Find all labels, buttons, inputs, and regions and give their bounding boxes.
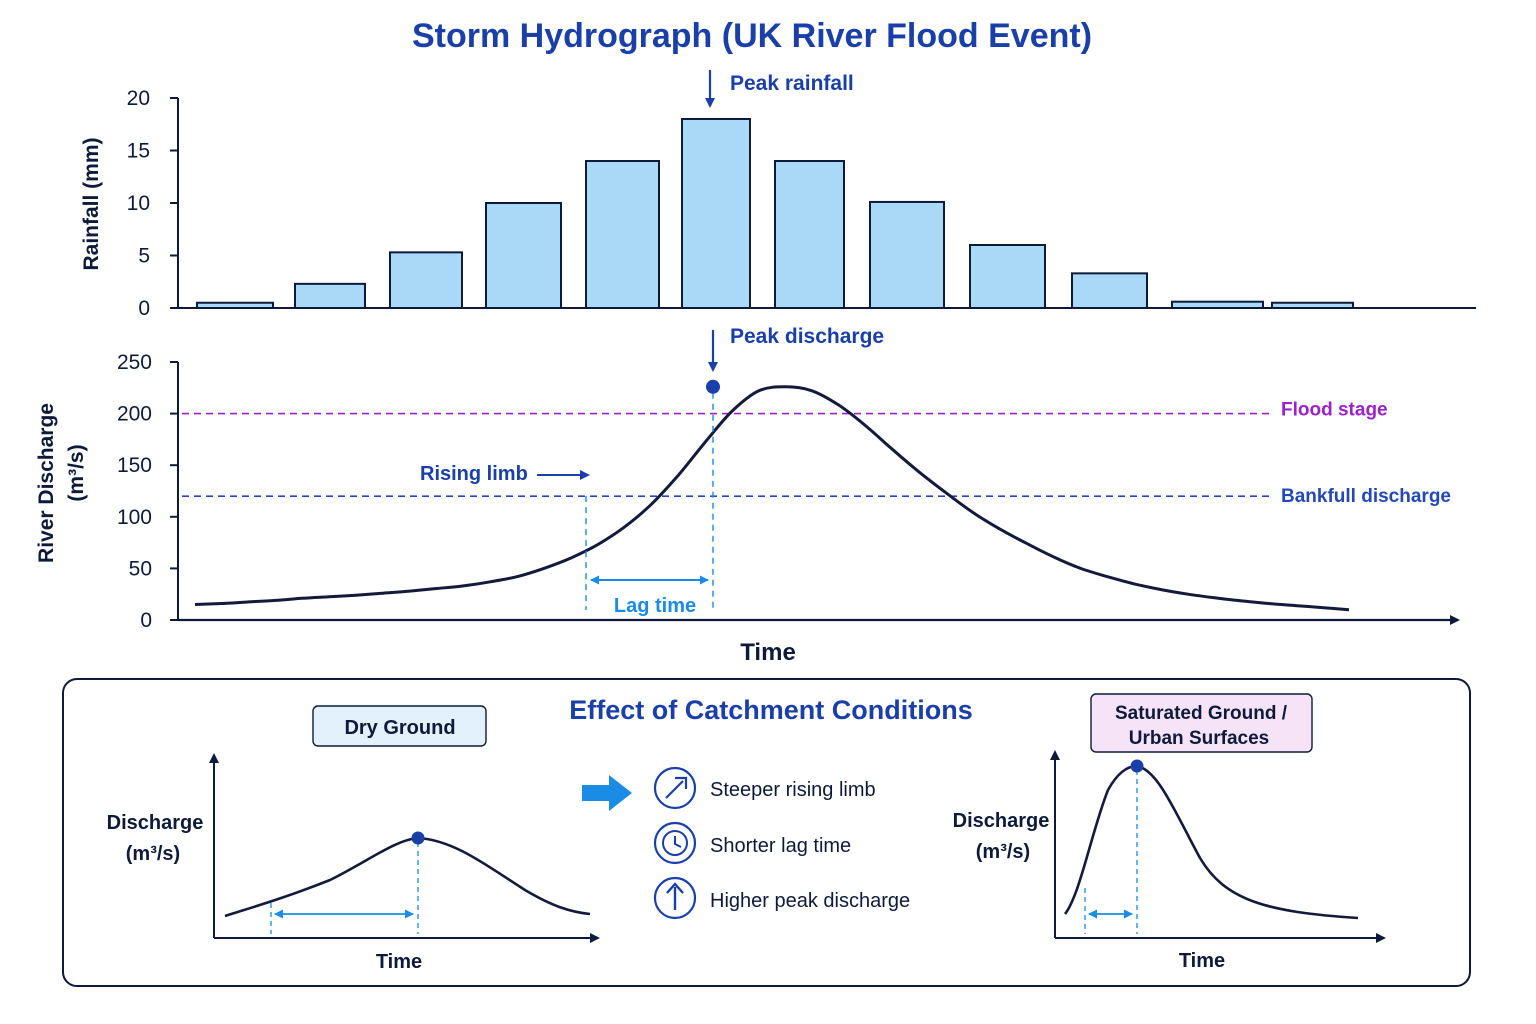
arrow-up-icon-head bbox=[666, 882, 684, 894]
discharge-y-tick-label: 0 bbox=[140, 609, 152, 632]
rainfall-y-ticks: 0 5 10 15 20 bbox=[127, 87, 178, 320]
discharge-y-label-line2: (m³/s) bbox=[65, 444, 88, 501]
dry-x-label: Time bbox=[376, 951, 422, 973]
rainfall-y-tick-label: 5 bbox=[138, 245, 150, 268]
peak-discharge-point bbox=[706, 379, 720, 394]
bankfull-discharge-label: Bankfull discharge bbox=[1281, 486, 1451, 507]
saturated-ground-tag bbox=[1090, 693, 1313, 753]
saturated-ground-graph: Saturated Ground / Urban Surfaces Discha… bbox=[953, 693, 1386, 972]
discharge-y-tick-label: 150 bbox=[117, 454, 152, 477]
rainfall-bar bbox=[1271, 301, 1354, 309]
rainfall-y-tick-label: 15 bbox=[127, 140, 150, 163]
rainfall-bar bbox=[681, 118, 751, 309]
saturated-y-label-line2: (m³/s) bbox=[976, 841, 1030, 863]
catchment-panel: Effect of Catchment Conditions Dry Groun… bbox=[62, 678, 1471, 987]
discharge-y-tick-label: 100 bbox=[117, 506, 152, 529]
saturated-y-label-line1: Discharge bbox=[953, 810, 1050, 832]
discharge-chart: River Discharge (m³/s) 0 50 100 150 200 250 T… bbox=[35, 325, 1460, 666]
rainfall-bar bbox=[485, 202, 562, 309]
effect-item-steeper: Steeper rising limb bbox=[653, 766, 876, 810]
effect-label: Shorter lag time bbox=[710, 835, 851, 857]
clock-icon bbox=[653, 821, 697, 865]
rainfall-y-tick-label: 20 bbox=[127, 87, 150, 110]
saturated-hydrograph-curve bbox=[1063, 764, 1359, 920]
rainfall-bars bbox=[196, 118, 1354, 310]
saturated-tag-line2: Urban Surfaces bbox=[1129, 728, 1269, 749]
catchment-panel-border bbox=[62, 678, 1471, 987]
rainfall-y-tick-label: 10 bbox=[127, 192, 150, 215]
peak-discharge-label: Peak discharge bbox=[730, 325, 884, 348]
rainfall-bar bbox=[294, 282, 366, 310]
arrow-up-icon bbox=[653, 876, 697, 920]
effect-item-peak: Higher peak discharge bbox=[653, 876, 910, 920]
rainfall-bar bbox=[389, 251, 463, 310]
arrow-up-right-icon-head bbox=[675, 776, 688, 789]
rainfall-bar bbox=[1171, 300, 1264, 310]
arrow-up-right-icon-shaft bbox=[665, 780, 684, 799]
rainfall-bar bbox=[196, 301, 274, 309]
effect-label: Steeper rising limb bbox=[710, 779, 876, 801]
clock-icon-face bbox=[662, 830, 688, 856]
saturated-x-label: Time bbox=[1179, 950, 1225, 972]
discharge-x-label: Time bbox=[740, 639, 796, 666]
dry-peak-point bbox=[411, 831, 425, 845]
clock-icon-hands bbox=[674, 836, 682, 848]
rainfall-bar bbox=[774, 160, 845, 309]
saturated-tag-line1: Saturated Ground / bbox=[1115, 703, 1288, 724]
right-arrow-icon bbox=[582, 775, 632, 811]
dry-y-label-line2: (m³/s) bbox=[126, 843, 180, 865]
dry-ground-graph: Dry Ground Discharge (m³/s) Time bbox=[107, 705, 600, 973]
effects-list: Steeper rising limb Shorter lag time Hig… bbox=[582, 766, 910, 920]
discharge-y-tick-label: 250 bbox=[117, 351, 152, 374]
chart-title: Storm Hydrograph (UK River Flood Event) bbox=[412, 17, 1092, 55]
discharge-y-label-line1: River Discharge bbox=[35, 403, 58, 563]
dry-ground-tag bbox=[312, 705, 487, 747]
dry-ground-tag-label: Dry Ground bbox=[344, 717, 455, 739]
saturated-peak-point bbox=[1130, 759, 1144, 773]
rainfall-bar bbox=[1071, 272, 1148, 310]
arrow-up-right-icon bbox=[653, 766, 697, 810]
rainfall-y-tick-label: 0 bbox=[138, 297, 150, 320]
peak-rainfall-label: Peak rainfall bbox=[730, 72, 854, 95]
rainfall-y-label: Rainfall (mm) bbox=[80, 137, 103, 270]
rainfall-chart: Rainfall (mm) 0 5 10 15 20 Peak rainfall bbox=[80, 70, 1476, 320]
rainfall-bar bbox=[869, 200, 945, 309]
discharge-y-tick-label: 200 bbox=[117, 403, 152, 426]
rising-limb-label: Rising limb bbox=[420, 463, 528, 485]
effect-label: Higher peak discharge bbox=[710, 890, 910, 912]
discharge-y-ticks: 0 50 100 150 200 250 bbox=[117, 351, 178, 632]
flood-stage-label: Flood stage bbox=[1281, 400, 1388, 421]
discharge-y-tick-label: 50 bbox=[129, 557, 152, 580]
discharge-curve bbox=[194, 385, 1350, 612]
rainfall-bar bbox=[969, 244, 1046, 309]
rainfall-bar bbox=[585, 160, 660, 309]
catchment-panel-title: Effect of Catchment Conditions bbox=[569, 695, 973, 725]
effect-item-lag: Shorter lag time bbox=[653, 821, 851, 865]
dry-y-label-line1: Discharge bbox=[107, 812, 204, 834]
lag-time-label: Lag time bbox=[614, 595, 696, 617]
